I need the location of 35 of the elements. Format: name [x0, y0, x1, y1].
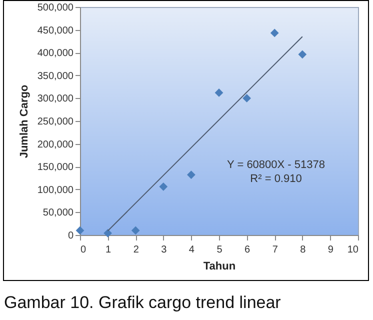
point — [131, 226, 140, 235]
point — [270, 28, 279, 38]
x-tick-label: 1 — [106, 244, 112, 256]
point — [298, 50, 307, 59]
x-tick-label: 7 — [272, 244, 278, 256]
x-axis-title: Tahun — [203, 260, 236, 272]
y-tick-label: 300,000 — [37, 94, 74, 105]
y-tick-label: 250,000 — [37, 116, 74, 128]
y-tick-label: 450,000 — [37, 25, 74, 36]
point — [242, 94, 251, 102]
y-tick-label: 500,000 — [37, 2, 74, 14]
x-tick-label: 9 — [328, 244, 334, 256]
x-tick-label: 10 — [347, 244, 359, 256]
x-tick-label: 4 — [188, 244, 195, 256]
point — [187, 170, 196, 179]
point — [104, 228, 112, 238]
x-tick-label: 0 — [80, 244, 86, 256]
annotation: Y = 60800X - 51378 — [227, 159, 325, 171]
y-tick-label: 400,000 — [37, 48, 74, 60]
y-tick-label: 100,000 — [37, 184, 74, 196]
text: Gambar 10. Grafik cargo trend linear — [4, 293, 282, 312]
y-tick-label: 0 — [68, 230, 74, 242]
y-tick-label: 50,000 — [42, 208, 74, 219]
point — [214, 88, 224, 97]
x-tick-label: 6 — [244, 244, 251, 256]
y-axis-title: Jumlah Cargo — [18, 84, 30, 158]
x-tick-label: 5 — [216, 244, 223, 256]
x-tick-label: 8 — [300, 244, 306, 256]
y-tick-label: 200,000 — [37, 139, 74, 150]
x-tick-label: 3 — [161, 244, 168, 256]
y-tick-label: 350,000 — [37, 70, 74, 82]
y-tick-label: 150,000 — [37, 162, 74, 174]
x-tick-label: 2 — [133, 244, 140, 256]
point — [159, 182, 168, 191]
annotation: R² = 0.910 — [250, 173, 302, 185]
